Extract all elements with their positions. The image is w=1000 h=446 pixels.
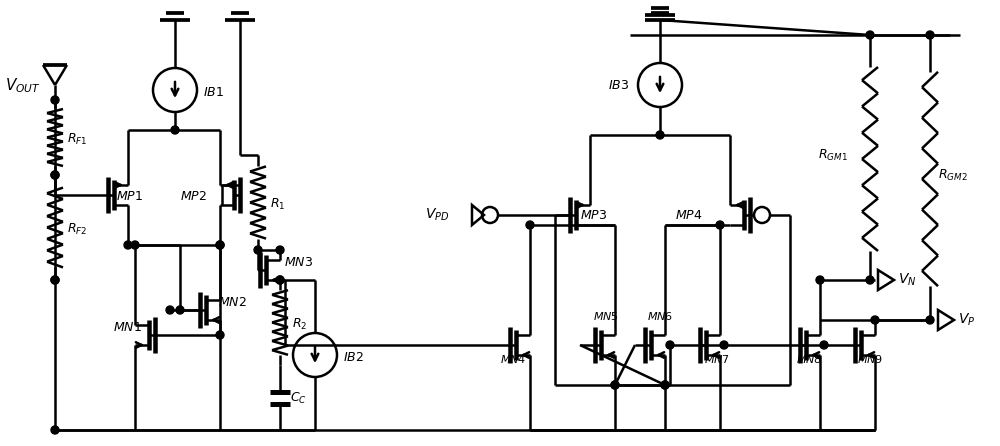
Text: $V_{PD}$: $V_{PD}$ — [425, 207, 449, 223]
Circle shape — [51, 276, 59, 284]
Circle shape — [131, 241, 139, 249]
Circle shape — [51, 96, 59, 104]
Text: $MN6$: $MN6$ — [647, 310, 673, 322]
Circle shape — [176, 306, 184, 314]
Text: $MN8$: $MN8$ — [796, 353, 822, 365]
Circle shape — [666, 341, 674, 349]
Circle shape — [276, 276, 284, 284]
Text: $MN1$: $MN1$ — [113, 321, 142, 334]
Text: $R_2$: $R_2$ — [292, 317, 307, 331]
Text: $C_C$: $C_C$ — [290, 391, 307, 405]
Text: $V_N$: $V_N$ — [898, 272, 917, 289]
Text: $R_{F1}$: $R_{F1}$ — [67, 132, 87, 147]
Circle shape — [661, 381, 669, 389]
Text: $MN7$: $MN7$ — [704, 353, 730, 365]
Circle shape — [611, 381, 619, 389]
Circle shape — [866, 31, 874, 39]
Circle shape — [276, 276, 284, 284]
Circle shape — [171, 126, 179, 134]
Circle shape — [926, 316, 934, 324]
Text: $MN9$: $MN9$ — [857, 353, 883, 365]
Circle shape — [216, 241, 224, 249]
Circle shape — [720, 341, 728, 349]
Text: $V_P$: $V_P$ — [958, 312, 975, 328]
Circle shape — [51, 171, 59, 179]
Circle shape — [51, 171, 59, 179]
Circle shape — [526, 221, 534, 229]
Text: $R_{GM2}$: $R_{GM2}$ — [938, 168, 968, 183]
Circle shape — [611, 381, 619, 389]
Circle shape — [661, 381, 669, 389]
Text: $IB2$: $IB2$ — [343, 351, 364, 364]
Circle shape — [716, 221, 724, 229]
Text: $MN3$: $MN3$ — [284, 256, 313, 269]
Text: $IB1$: $IB1$ — [203, 86, 224, 99]
Circle shape — [866, 276, 874, 284]
Circle shape — [216, 331, 224, 339]
Circle shape — [656, 131, 664, 139]
Circle shape — [926, 31, 934, 39]
Text: $MN4$: $MN4$ — [500, 353, 526, 365]
Text: $V_{OUT}$: $V_{OUT}$ — [5, 76, 41, 95]
Circle shape — [254, 246, 262, 254]
Circle shape — [871, 316, 879, 324]
Text: $R_{F2}$: $R_{F2}$ — [67, 222, 87, 236]
Text: $MN5$: $MN5$ — [593, 310, 619, 322]
Circle shape — [166, 306, 174, 314]
Text: $MP2$: $MP2$ — [180, 190, 207, 203]
Circle shape — [124, 241, 132, 249]
Circle shape — [216, 241, 224, 249]
Text: $MP4$: $MP4$ — [675, 209, 703, 222]
Circle shape — [816, 276, 824, 284]
Text: $R_1$: $R_1$ — [270, 197, 285, 211]
Text: $MP3$: $MP3$ — [580, 209, 607, 222]
Text: $MP1$: $MP1$ — [116, 190, 143, 203]
Circle shape — [51, 276, 59, 284]
Text: $IB3$: $IB3$ — [608, 79, 629, 92]
Circle shape — [276, 246, 284, 254]
Circle shape — [51, 426, 59, 434]
Text: $R_{GM1}$: $R_{GM1}$ — [818, 148, 848, 163]
Text: $MN2$: $MN2$ — [218, 296, 247, 309]
Circle shape — [820, 341, 828, 349]
